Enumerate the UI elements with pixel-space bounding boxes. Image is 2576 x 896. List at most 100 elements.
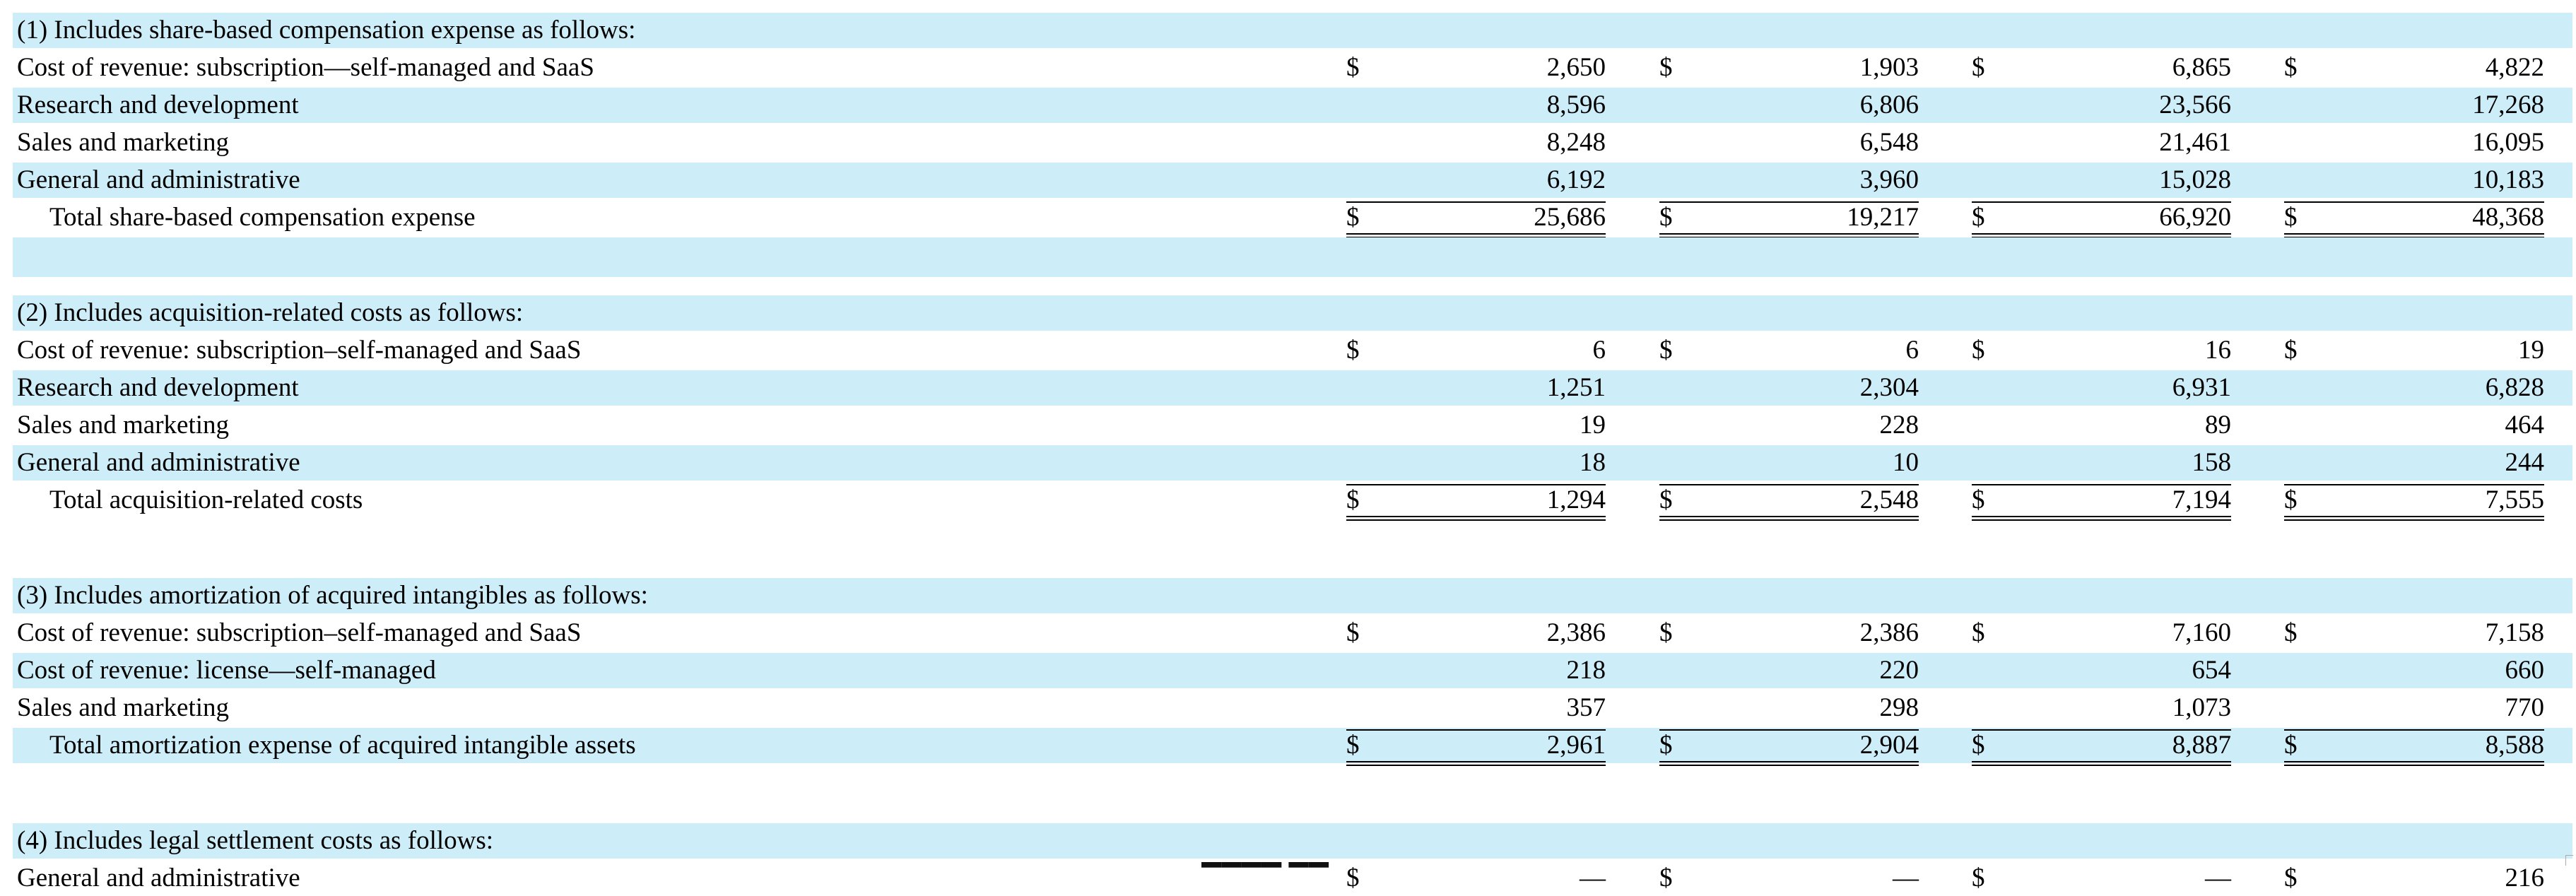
row-label: Cost of revenue: subscription–self-manag…	[17, 336, 582, 365]
currency-symbol: $	[1972, 485, 1985, 514]
value-cell: 6,931	[2172, 373, 2231, 402]
value-cell: 2,904	[1859, 731, 1919, 760]
total-row: Total acquisition-related costs $1,294 $2,…	[13, 483, 2572, 521]
value-cell: 228	[1879, 411, 1919, 440]
value-cell: 158	[2192, 448, 2232, 477]
value-cell: 6,828	[2485, 373, 2544, 402]
value-cell: 1,073	[2172, 693, 2231, 722]
double-underline	[1659, 519, 1919, 521]
currency-symbol: $	[1659, 618, 1673, 647]
double-underline	[1346, 233, 1606, 235]
double-underline	[2284, 516, 2544, 517]
table-row: General and administrative 6,192 3,960 15,0…	[13, 163, 2572, 198]
value-cell: 48,368	[2472, 203, 2544, 232]
double-underline	[1972, 233, 2231, 235]
total-underline	[1346, 729, 1606, 731]
value-cell: 216	[2505, 863, 2545, 892]
value-cell: 2,961	[1546, 731, 1606, 760]
double-underline	[1346, 519, 1606, 521]
double-underline	[1659, 516, 1919, 517]
row-label: Total acquisition-related costs	[49, 485, 363, 514]
total-underline	[1972, 729, 2231, 731]
value-cell: 220	[1879, 656, 1919, 685]
value-cell: 16	[2205, 336, 2231, 365]
value-cell: 10,183	[2472, 165, 2544, 194]
value-cell: 19	[2518, 336, 2544, 365]
currency-symbol: $	[2284, 863, 2298, 892]
row-label: General and administrative	[17, 448, 300, 477]
double-underline	[1346, 765, 1606, 766]
double-underline	[1659, 233, 1919, 235]
double-underline	[2284, 761, 2544, 762]
row-label: Sales and marketing	[17, 411, 230, 440]
value-cell: 7,158	[2485, 618, 2544, 647]
row-label: (1) Includes share-based compensation ex…	[17, 16, 636, 45]
currency-symbol: $	[2284, 485, 2298, 514]
currency-symbol: $	[1659, 203, 1673, 232]
value-cell: 298	[1879, 693, 1919, 722]
currency-symbol: $	[1972, 203, 1985, 232]
row-label: Total share-based compensation expense	[49, 203, 476, 232]
double-underline	[1972, 765, 2231, 766]
row-label: (4) Includes legal settlement costs as f…	[17, 826, 494, 855]
currency-symbol: $	[1659, 485, 1673, 514]
value-cell: 6	[1905, 336, 1919, 365]
cropped-page-text-fragment: ▀▀▀▀ ▀▀	[1201, 862, 1364, 868]
value-cell: 8,887	[2172, 731, 2231, 760]
table-row: Cost of revenue: license—self-managed 218…	[13, 653, 2572, 688]
value-cell: 6	[1592, 336, 1606, 365]
value-cell: 25,686	[1534, 203, 1606, 232]
row-label: Sales and marketing	[17, 128, 230, 157]
double-underline	[2284, 765, 2544, 766]
currency-symbol: $	[1659, 731, 1673, 760]
value-cell: 4,822	[2485, 53, 2544, 82]
value-cell: 66,920	[2159, 203, 2231, 232]
total-underline	[1972, 201, 2231, 203]
total-row: Total share-based compensation expense $2…	[13, 200, 2572, 238]
total-underline	[2284, 201, 2544, 203]
value-cell: 7,555	[2485, 485, 2544, 514]
currency-symbol: $	[1346, 618, 1360, 647]
total-underline	[1346, 484, 1606, 485]
table-row: Cost of revenue: subscription–self-manag…	[13, 333, 2572, 368]
value-cell: 19,217	[1847, 203, 1919, 232]
value-cell: 7,160	[2172, 618, 2231, 647]
currency-symbol: $	[1346, 485, 1360, 514]
value-cell: —	[2205, 863, 2231, 892]
value-cell: 357	[1566, 693, 1606, 722]
value-cell: 1,251	[1546, 373, 1606, 402]
currency-symbol: $	[1659, 336, 1673, 365]
value-cell: 6,865	[2172, 53, 2231, 82]
table-row: Sales and marketing 8,248 6,548 21,461 16,09…	[13, 125, 2572, 160]
value-cell: 8,596	[1546, 90, 1606, 119]
currency-symbol: $	[2284, 203, 2298, 232]
row-label: Total amortization expense of acquired i…	[49, 731, 636, 760]
total-underline	[1659, 201, 1919, 203]
section-header: (2) Includes acquisition-related costs a…	[13, 295, 2572, 331]
spacer-row	[13, 765, 2572, 805]
value-cell: 19	[1580, 411, 1606, 440]
value-cell: 1,903	[1859, 53, 1919, 82]
value-cell: 16,095	[2472, 128, 2544, 157]
table-row: Research and development 8,596 6,806 23,566…	[13, 88, 2572, 123]
value-cell: 23,566	[2159, 90, 2231, 119]
value-cell: 8,248	[1546, 128, 1606, 157]
double-underline	[1346, 761, 1606, 762]
table-row: General and administrative 18 10 158 244	[13, 445, 2572, 481]
value-cell: 660	[2505, 656, 2545, 685]
value-cell: 2,650	[1546, 53, 1606, 82]
value-cell: 2,386	[1859, 618, 1919, 647]
currency-symbol: $	[1346, 203, 1360, 232]
section-header: (3) Includes amortization of acquired in…	[13, 578, 2572, 613]
total-underline	[2284, 484, 2544, 485]
double-underline	[1972, 516, 2231, 517]
value-cell: 10	[1893, 448, 1919, 477]
value-cell: 6,192	[1546, 165, 1606, 194]
value-cell: 8,588	[2485, 731, 2544, 760]
total-row: Total amortization expense of acquired i…	[13, 728, 2572, 766]
section-header: (1) Includes share-based compensation ex…	[13, 13, 2572, 48]
currency-symbol: $	[1346, 731, 1360, 760]
section-header: (4) Includes legal settlement costs as f…	[13, 823, 2572, 859]
value-cell: 1,294	[1546, 485, 1606, 514]
total-underline	[1659, 484, 1919, 485]
